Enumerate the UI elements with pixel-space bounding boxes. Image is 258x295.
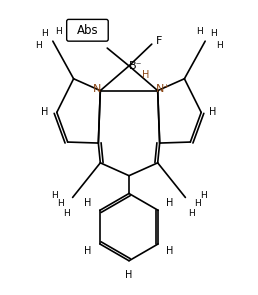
Text: H: H (42, 29, 48, 38)
Text: H: H (166, 199, 174, 208)
FancyBboxPatch shape (67, 19, 108, 41)
Text: H: H (194, 199, 201, 208)
Text: H: H (216, 41, 222, 50)
Text: H: H (209, 107, 217, 117)
Text: B⁻: B⁻ (129, 61, 143, 71)
Text: Abs: Abs (77, 24, 98, 37)
Text: H: H (51, 191, 58, 200)
Text: H: H (210, 29, 216, 38)
Text: N: N (93, 84, 102, 94)
Text: H: H (142, 70, 149, 80)
Text: H: H (84, 246, 92, 256)
Text: H: H (196, 27, 203, 36)
Text: H: H (125, 270, 133, 280)
Text: H: H (166, 246, 174, 256)
Text: H: H (36, 41, 42, 50)
Text: F: F (156, 36, 162, 46)
Text: H: H (188, 209, 195, 218)
Text: N⁺: N⁺ (156, 84, 170, 94)
Text: H: H (55, 27, 62, 36)
Text: H: H (57, 199, 64, 208)
Text: H: H (41, 107, 49, 117)
Text: H: H (200, 191, 207, 200)
Text: H: H (84, 199, 92, 208)
Text: H: H (63, 209, 70, 218)
